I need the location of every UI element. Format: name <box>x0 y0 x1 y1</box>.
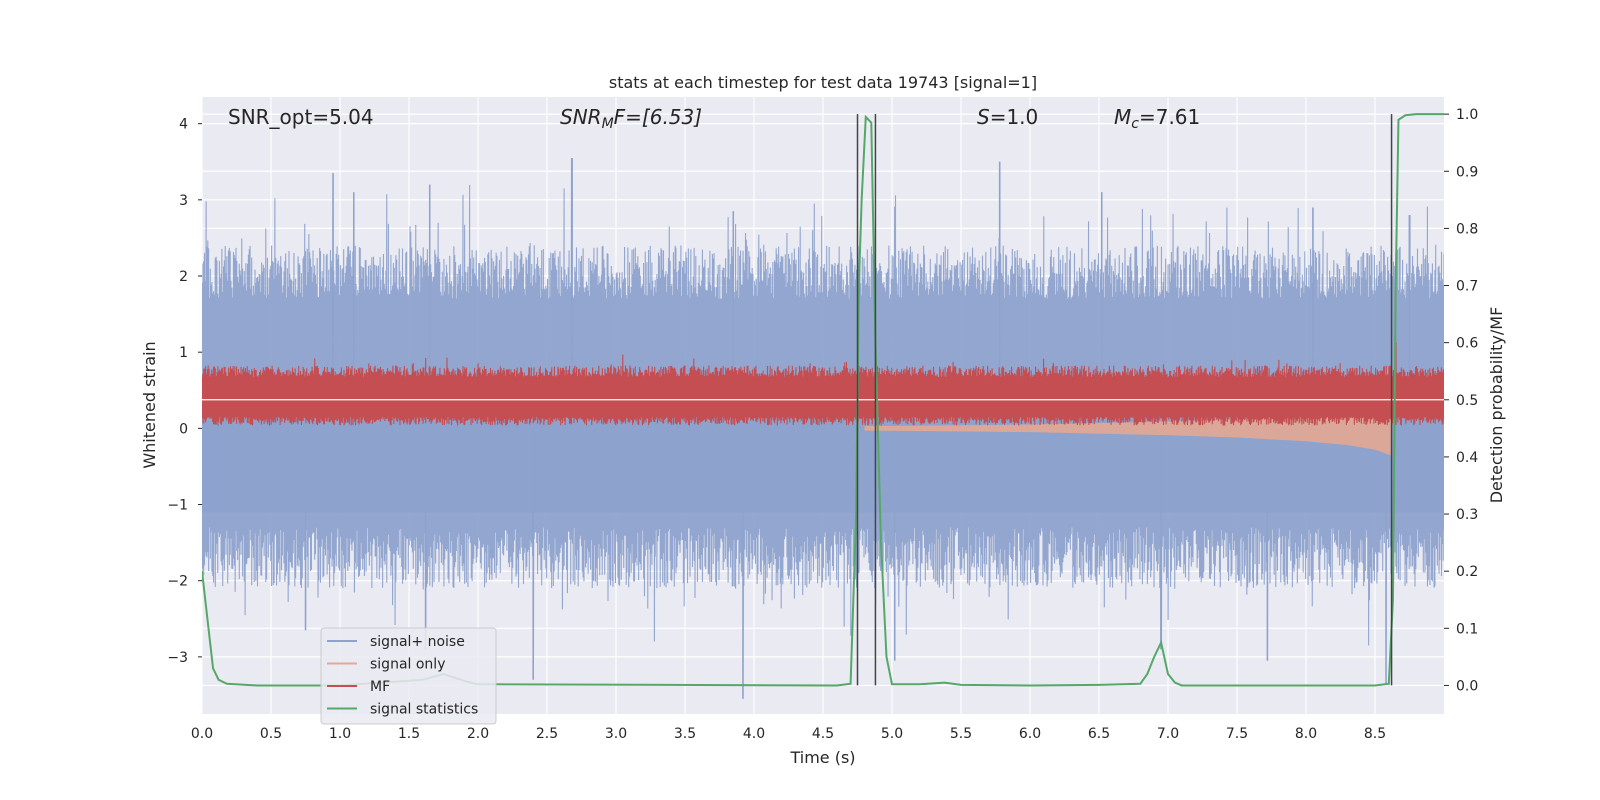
x-tick-label: 8.0 <box>1295 726 1317 742</box>
legend-label: signal only <box>370 657 445 673</box>
series-mf <box>202 342 1444 426</box>
snr-mf-annotation: SNRMF=[6.53] <box>560 105 702 132</box>
y-right-tick-label: 0.5 <box>1456 393 1478 409</box>
x-tick-label: 0.5 <box>260 726 282 742</box>
mc-suffix: =7.61 <box>1139 105 1200 129</box>
x-tick-label: 4.5 <box>812 726 834 742</box>
legend-box <box>320 627 497 725</box>
x-axis-label: Time (s) <box>789 748 855 767</box>
x-tick-label: 3.0 <box>605 726 627 742</box>
legend-label: MF <box>370 679 390 695</box>
legend: signal+ noise signal only MF signal statist… <box>320 627 497 725</box>
vertical-markers <box>856 114 1393 686</box>
y-right-tick-label: 0.4 <box>1456 450 1478 466</box>
series-signal-only <box>864 400 1392 456</box>
y-right-tick-label: 1.0 <box>1456 107 1478 123</box>
legend-label: signal+ noise <box>370 634 465 650</box>
s-suffix: =1.0 <box>990 105 1039 129</box>
s-prefix: S <box>977 105 990 129</box>
x-tick-label: 7.0 <box>1157 726 1179 742</box>
x-tick-label: 5.5 <box>950 726 972 742</box>
y-right-tick-label: 0.2 <box>1456 564 1478 580</box>
x-tick-label: 6.5 <box>1088 726 1110 742</box>
x-tick-label: 3.5 <box>674 726 696 742</box>
snr-mf-suffix: F=[6.53] <box>614 105 702 129</box>
y-right-tick-label: 0.9 <box>1456 164 1478 180</box>
y-tick-label: −2 <box>167 574 188 590</box>
x-tick-label: 2.0 <box>467 726 489 742</box>
x-tick-label: 5.0 <box>881 726 903 742</box>
y-tick-label: −1 <box>167 498 188 514</box>
x-tick-label: 7.5 <box>1226 726 1248 742</box>
y-tick-label: 2 <box>179 269 188 285</box>
y-tick-label: 0 <box>179 421 188 437</box>
mc-subscript: c <box>1131 116 1139 132</box>
tick-labels: 0.0 0.5 1.0 1.5 2.0 2.5 3.0 3.5 4.0 4.5 5.0 5.5 6.0 6… <box>167 107 1478 742</box>
legend-label: signal statistics <box>370 702 478 718</box>
y-right-tick-label: 0.1 <box>1456 621 1478 637</box>
chart-title: stats at each timestep for test data 197… <box>609 73 1037 92</box>
data-layer <box>202 113 1444 699</box>
x-tick-label: 0.0 <box>191 726 213 742</box>
y-right-tick-label: 0.0 <box>1456 678 1478 694</box>
mc-prefix: M <box>1114 105 1131 129</box>
y-right-tick-label: 0.6 <box>1456 336 1478 352</box>
y-right-tick-label: 0.8 <box>1456 221 1478 237</box>
x-tick-label: 1.0 <box>329 726 351 742</box>
y-tick-label: −3 <box>167 650 188 666</box>
y-axis-label-right: Detection probability/MF <box>1487 307 1506 504</box>
y-axis-label: Whitened strain <box>140 341 159 468</box>
y-tick-label: 1 <box>179 345 188 361</box>
x-tick-label: 2.5 <box>536 726 558 742</box>
x-tick-label: 6.0 <box>1019 726 1041 742</box>
x-tick-label: 4.0 <box>743 726 765 742</box>
snr-opt-annotation: SNR_opt=5.04 <box>228 105 374 129</box>
x-tick-label: 8.5 <box>1364 726 1386 742</box>
snr-mf-subscript: M <box>602 116 614 132</box>
y-tick-label: 3 <box>179 193 188 209</box>
mc-annotation: Mc=7.61 <box>1114 105 1200 132</box>
y-right-tick-label: 0.3 <box>1456 507 1478 523</box>
y-right-tick-label: 0.7 <box>1456 279 1478 295</box>
x-tick-label: 1.5 <box>398 726 420 742</box>
snr-mf-prefix: SNR <box>560 105 602 129</box>
y-tick-label: 4 <box>179 117 188 133</box>
s-annotation: S=1.0 <box>977 105 1038 129</box>
